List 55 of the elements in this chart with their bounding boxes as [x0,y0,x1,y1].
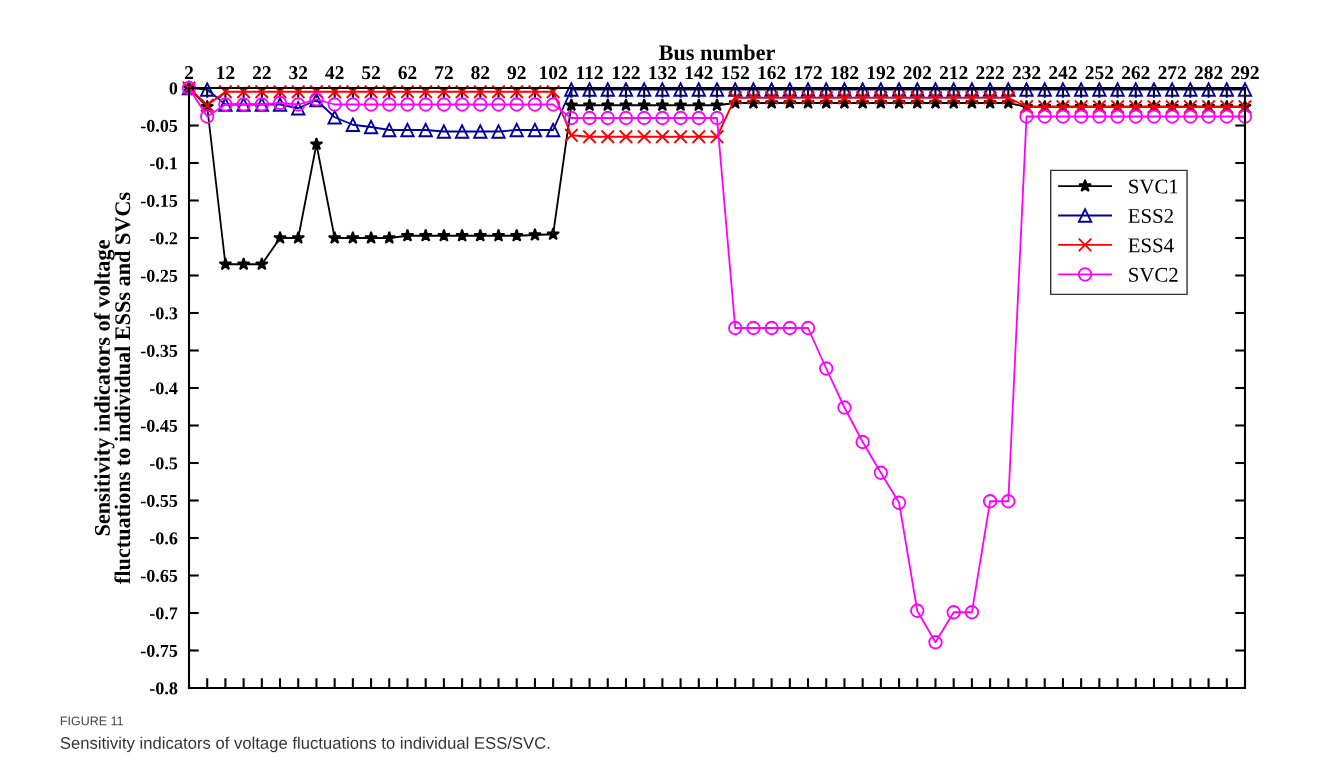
x-tick-label: 52 [362,66,380,80]
y-tick-label: -0.8 [149,682,178,695]
x-axis-title: Bus number [659,44,775,61]
x-tick-label: 152 [722,66,749,80]
x-tick-label: 92 [507,66,526,80]
y-axis-title: Sensitivity indicators of voltage fluctuations to individual ESSs and SVCs [94,192,131,584]
x-tick-label: 122 [612,66,640,79]
y-tick-label: -0.1 [149,157,177,170]
x-tick-label: 32 [289,66,308,80]
x-tick-label: 172 [795,66,822,79]
x-tick-label: 72 [435,66,453,79]
x-tick-label: 182 [831,66,859,80]
x-tick-label: 102 [540,66,567,80]
x-tick-label: 42 [325,66,344,79]
legend-label: ESS2 [1128,208,1173,223]
legend-label: ESS4 [1128,238,1174,253]
x-tick-label: 62 [398,66,417,80]
y-tick-label: -0.6 [149,532,178,545]
y-tick-label: 0 [169,82,178,95]
x-tick-label: 252 [1085,66,1114,80]
x-tick-label: 162 [758,66,786,80]
y-tick-label: -0.75 [140,644,178,658]
x-tick-label: 232 [1012,66,1041,80]
y-tick-label: -0.2 [149,232,178,245]
y-tick-label: -0.4 [149,382,178,395]
x-tick-label: 192 [867,66,895,80]
y-tick-label: -0.65 [140,569,178,583]
x-tick-label: 272 [1158,66,1186,79]
x-tick-label: 202 [903,66,932,80]
text: Sensitivity indicators of voltage fluctuations to individual ESS/SVC. [60,736,550,753]
x-tick-label: 82 [471,66,490,80]
y-tick-label: -0.7 [149,607,178,620]
legend-label: SVC1 [1129,179,1178,194]
x-tick-label: 282 [1194,66,1223,80]
x-tick-label: 262 [1121,66,1150,80]
y-tick-label: -0.55 [140,494,178,508]
x-tick-label: 2 [184,66,194,79]
x-tick-label: 112 [577,66,603,79]
x-tick-label: 222 [976,66,1004,79]
x-tick-label: 132 [649,66,677,80]
y-tick-label: -0.05 [140,119,178,133]
y-tick-label: -0.3 [149,307,178,320]
x-tick-label: 12 [217,66,235,79]
x-tick-label: 22 [252,66,271,79]
x-tick-label: 292 [1231,66,1259,80]
y-tick-label: -0.45 [140,419,178,433]
x-tick-label: 242 [1049,66,1077,79]
legend-label: SVC2 [1129,267,1178,282]
y-tick-label: -0.5 [149,457,178,470]
y-tick-label: -0.15 [140,194,178,208]
x-tick-label: 142 [685,66,713,79]
x-tick-label: 212 [939,66,968,79]
y-tick-label: -0.25 [140,269,178,283]
y-tick-label: -0.35 [140,344,178,358]
caption: FIGURE 11 [60,716,123,726]
